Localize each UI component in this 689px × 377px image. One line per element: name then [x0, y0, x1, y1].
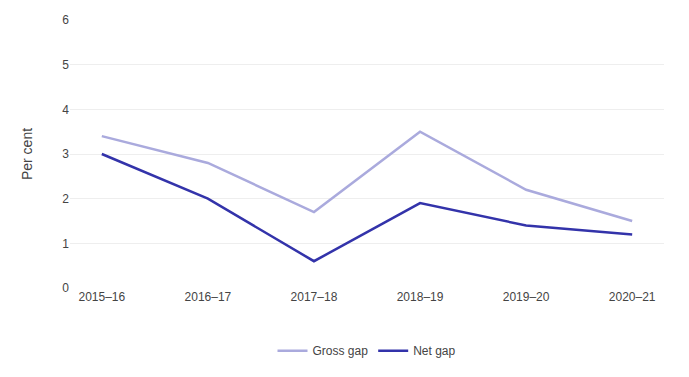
svg-text:Net gap: Net gap: [413, 344, 455, 358]
svg-text:0: 0: [62, 281, 69, 295]
svg-text:6: 6: [62, 13, 69, 27]
svg-text:2016–17: 2016–17: [185, 290, 232, 304]
svg-text:2017–18: 2017–18: [291, 290, 338, 304]
svg-text:2018–19: 2018–19: [397, 290, 444, 304]
svg-text:4: 4: [62, 103, 69, 117]
svg-text:5: 5: [62, 58, 69, 72]
svg-text:2: 2: [62, 192, 69, 206]
svg-text:2019–20: 2019–20: [503, 290, 550, 304]
svg-text:1: 1: [62, 237, 69, 251]
svg-text:2020–21: 2020–21: [609, 290, 656, 304]
svg-text:Per cent: Per cent: [19, 128, 35, 180]
svg-text:2015–16: 2015–16: [78, 290, 125, 304]
svg-text:3: 3: [62, 147, 69, 161]
svg-text:Gross gap: Gross gap: [313, 344, 369, 358]
